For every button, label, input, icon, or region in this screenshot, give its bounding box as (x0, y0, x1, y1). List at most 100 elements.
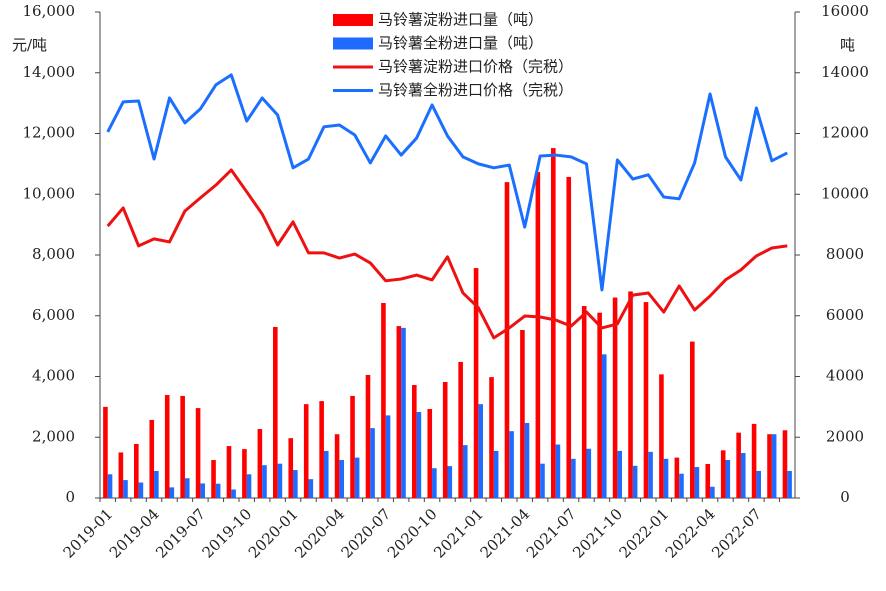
bar (581, 306, 587, 498)
y-tick-label: 6,000 (32, 306, 75, 324)
bar (169, 487, 175, 498)
bar (740, 453, 746, 498)
bar (319, 401, 324, 498)
y-tick-label: 2,000 (32, 427, 75, 445)
bar (725, 460, 731, 498)
legend-label: 马铃薯全粉进口价格（完税） (378, 81, 573, 99)
bar (720, 450, 726, 498)
y2-tick-label: 14000 (821, 63, 869, 81)
bar (597, 312, 602, 498)
bar (571, 458, 576, 498)
bar (184, 478, 190, 498)
bar (195, 408, 201, 498)
bar (242, 449, 247, 498)
bar (679, 473, 684, 498)
bar (427, 409, 433, 498)
bar (134, 443, 139, 498)
bar (226, 446, 232, 498)
bar (339, 460, 344, 498)
bar (601, 354, 607, 498)
x-tick-label: 2022-04 (662, 505, 719, 562)
y-tick-label: 8,000 (32, 245, 75, 263)
x-tick-label: 2020-07 (338, 505, 395, 562)
y-tick-label: 12,000 (23, 124, 76, 142)
legend-label: 马铃薯全粉进口量（吨） (378, 34, 543, 52)
y-axis-label: 元/吨 (12, 36, 47, 54)
y2-tick-label: 0 (840, 488, 850, 506)
bar (103, 406, 108, 498)
bar (123, 480, 128, 498)
y-tick-label: 14,000 (23, 63, 76, 81)
bar (782, 430, 788, 498)
y2-axis-label: 吨 (840, 36, 855, 54)
bar (365, 374, 371, 498)
x-tick-label: 2020-04 (291, 505, 348, 562)
bar (246, 474, 252, 498)
line (106, 168, 788, 340)
bar (354, 457, 360, 498)
x-tick-label: 2022-01 (616, 505, 673, 562)
bar (540, 463, 545, 498)
y2-tick-label: 2000 (826, 427, 864, 445)
bar (628, 291, 633, 498)
bar (690, 341, 695, 498)
x-tick-label: 2021-04 (477, 505, 534, 562)
bar (350, 395, 355, 498)
bar (663, 458, 669, 498)
bar (308, 479, 314, 498)
bar (370, 428, 375, 498)
bar (231, 489, 236, 498)
bar (520, 330, 525, 498)
y-tick-label: 4,000 (32, 367, 75, 385)
bar (551, 148, 556, 498)
bar (787, 470, 792, 498)
x-tick-label: 2019-10 (199, 505, 256, 562)
bar (694, 467, 700, 498)
bar (705, 463, 711, 498)
bar (149, 419, 155, 498)
y2-tick-label: 6000 (826, 306, 864, 324)
bar (385, 415, 391, 498)
bar (493, 450, 499, 498)
x-tick-label: 2021-01 (430, 505, 487, 562)
bar (612, 297, 618, 498)
x-tick-label: 2019-04 (106, 505, 163, 562)
legend-swatch (333, 14, 373, 26)
y2-tick-label: 16000 (821, 2, 869, 20)
bar (509, 431, 514, 498)
bar (288, 438, 294, 498)
bar (648, 451, 653, 498)
bar (138, 482, 144, 498)
bar (751, 423, 757, 498)
legend-swatch (333, 37, 373, 50)
bar (401, 327, 406, 498)
bar (381, 302, 386, 498)
line (106, 73, 788, 292)
bar (416, 412, 422, 498)
bar (478, 404, 483, 498)
bar (107, 474, 113, 498)
bar (767, 434, 772, 498)
bar (489, 377, 494, 498)
bar (432, 468, 437, 498)
bar (617, 450, 622, 498)
y-tick-label: 16,000 (23, 2, 76, 20)
legend-label: 马铃薯淀粉进口价格（完税） (378, 58, 573, 76)
y2-tick-label: 12000 (821, 124, 869, 142)
bar (334, 434, 340, 498)
y2-tick-label: 8000 (826, 245, 864, 263)
y2-tick-label: 10000 (821, 184, 869, 202)
x-tick-label: 2021-07 (523, 505, 580, 562)
y-tick-label: 10,000 (23, 184, 76, 202)
bar (412, 385, 417, 498)
x-tick-label: 2020-10 (384, 505, 441, 562)
bar (458, 361, 463, 498)
y-tick-label: 0 (65, 488, 75, 506)
bar (586, 448, 592, 498)
bar (473, 268, 479, 498)
bar (524, 422, 530, 498)
bar (632, 465, 638, 498)
bar (200, 483, 205, 498)
bar (323, 450, 329, 498)
